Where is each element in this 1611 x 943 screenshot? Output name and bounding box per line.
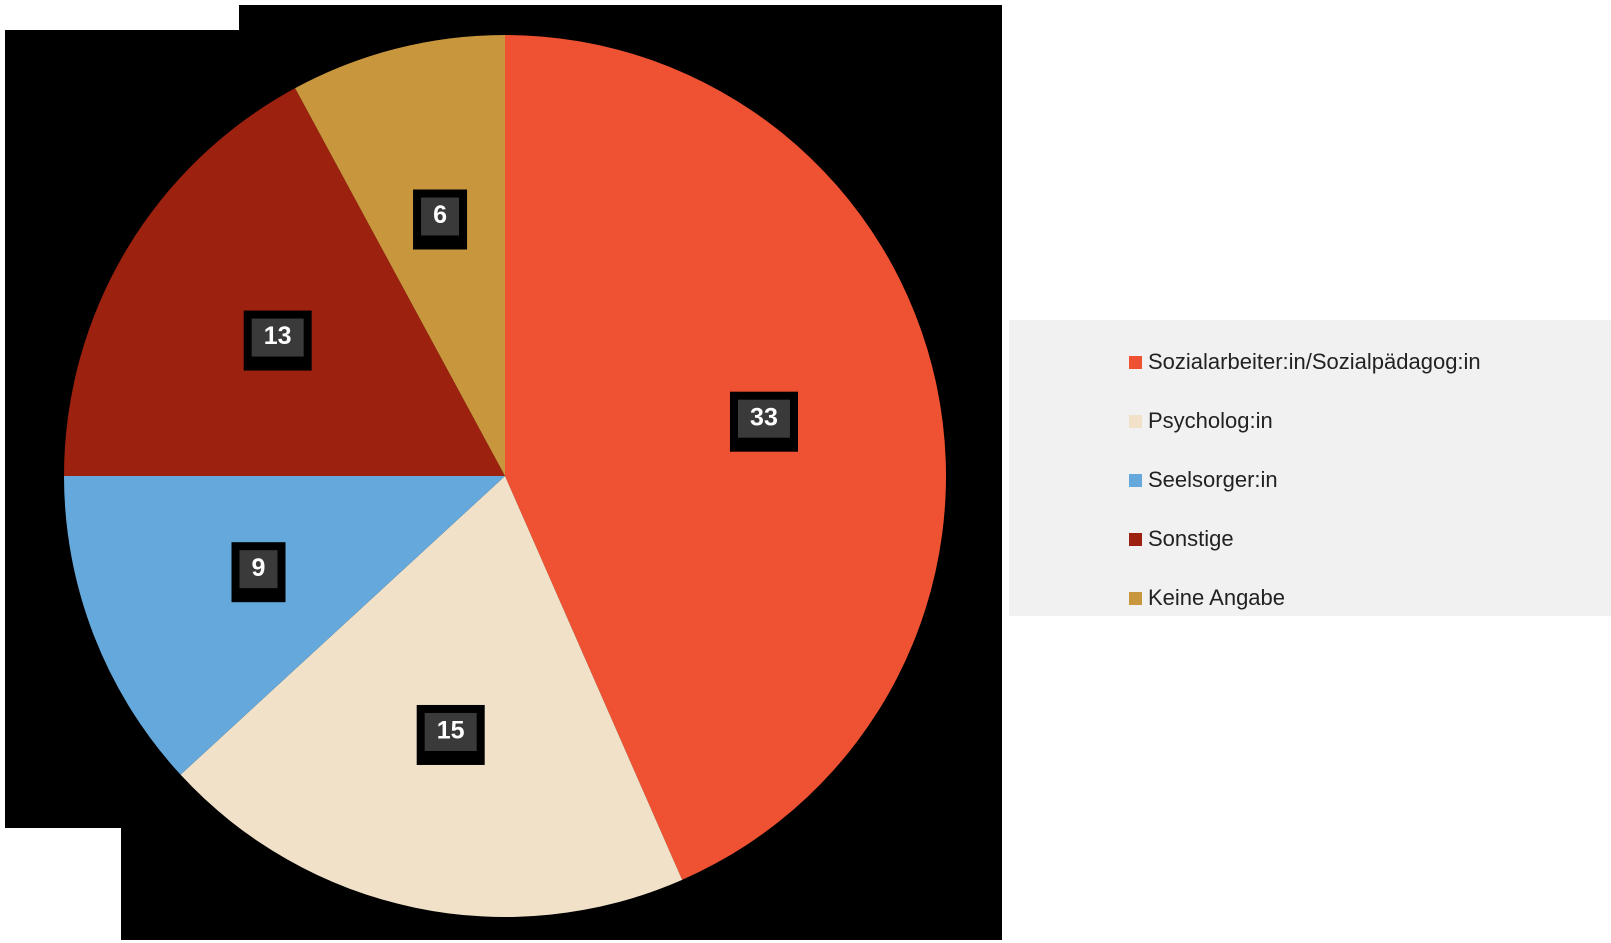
pie-slice-keine-angabe [295,35,505,476]
data-label-text: 9 [252,554,266,582]
pie-slice-sonstige [64,88,505,477]
legend-label: Keine Angabe [1148,585,1286,610]
data-label-psychologin: 15 [416,704,485,765]
legend-label: Sozialarbeiter:in/Sozialpädagog:in [1148,349,1481,374]
legend-swatch [1129,591,1142,605]
legend-swatch [1129,414,1142,428]
pie-slice-sozialarbeiter [505,35,946,880]
data-label-text: 33 [750,403,778,431]
data-label-sozialarbeiter: 33 [729,391,798,452]
legend-item-seelsorgerin: Seelsorger:in [1129,467,1278,492]
legend-item-keine-angabe: Keine Angabe [1129,585,1286,610]
data-label-seelsorgerin: 9 [231,542,286,603]
legend-label: Seelsorger:in [1148,467,1278,492]
legend: Sozialarbeiter:in/Sozialpädagog:in Psych… [1009,320,1611,616]
data-label-keine-angabe: 6 [413,189,468,250]
data-label-text: 6 [433,201,447,229]
legend-swatch [1129,355,1142,369]
pie-slice-seelsorgerin [64,476,505,775]
legend-item-sonstige: Sonstige [1129,526,1234,551]
pie-slice-psychologin [180,476,683,917]
legend-item-sozialarbeiter: Sozialarbeiter:in/Sozialpädagog:in [1129,349,1481,374]
data-label-text: 15 [437,717,465,745]
data-label-sonstige: 13 [243,310,312,371]
legend-swatch [1129,532,1142,546]
legend-item-psychologin: Psycholog:in [1129,408,1273,433]
data-label-text: 13 [264,322,292,350]
legend-swatch [1129,473,1142,487]
legend-label: Sonstige [1148,526,1234,551]
legend-label: Psycholog:in [1148,408,1273,433]
